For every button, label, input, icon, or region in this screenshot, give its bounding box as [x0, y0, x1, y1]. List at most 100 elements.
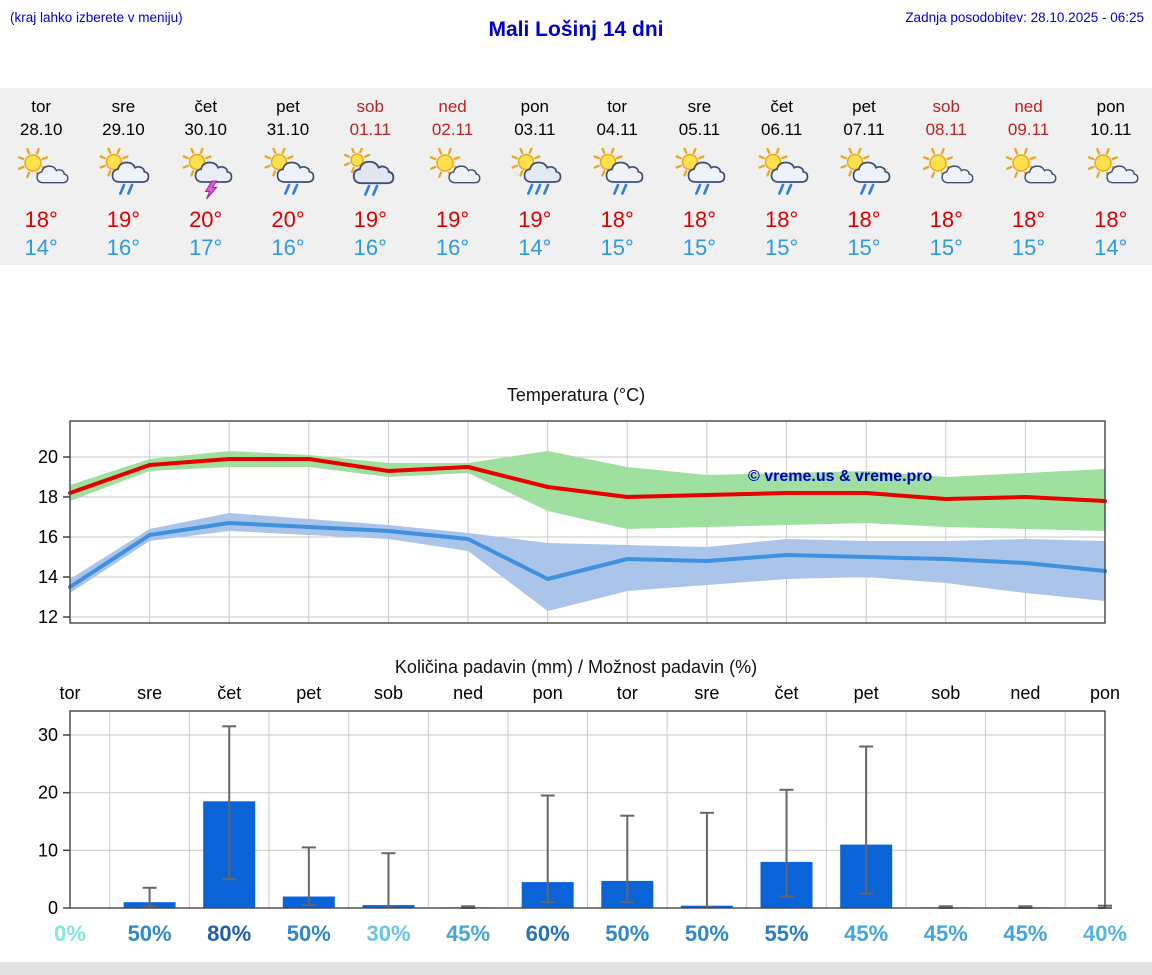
last-update-label: Zadnja posodobitev: 28.10.2025 - 06:25 [905, 10, 1144, 25]
watermark-link[interactable]: © vreme.us & vreme.pro [748, 468, 933, 485]
temp-ytick: 18 [38, 487, 58, 507]
header: (kraj lahko izberete v meniju) Mali Loši… [0, 0, 1152, 88]
day-name: pon [1096, 97, 1125, 116]
temp-ytick: 20 [38, 447, 58, 467]
day-date: 03.11 [514, 119, 556, 139]
sun-cloud-icon [923, 147, 974, 184]
day-date: 01.11 [349, 119, 391, 139]
temp-min: 17° [189, 235, 223, 261]
weather-icon-wrap [424, 147, 482, 202]
day-name: sob [932, 97, 960, 116]
precip-day-label: ned [453, 683, 483, 703]
precip-probability: 45% [1003, 921, 1047, 946]
temp-min: 15° [682, 235, 717, 261]
day-date: 31.10 [266, 119, 310, 139]
temp-min: 16° [106, 235, 141, 261]
temp-max: 18° [600, 206, 634, 232]
precip-day-label: sre [137, 683, 162, 703]
forecast-day-12: sob 08.11 18° 15° [905, 88, 987, 265]
temp-min: 15° [847, 235, 881, 261]
location-hint: (kraj lahko izberete v meniju) [10, 10, 183, 25]
day-date: 06.11 [761, 119, 803, 139]
precip-probability: 45% [924, 921, 968, 946]
temp-max: 18° [765, 206, 799, 232]
weather-icon-wrap [12, 147, 70, 202]
band-min-temperature [70, 513, 1105, 611]
temperature-chart-title: Temperatura (°C) [506, 385, 646, 405]
weather-icon-wrap [917, 147, 975, 202]
precip-probability: 0% [54, 921, 86, 946]
temp-ytick: 12 [38, 607, 58, 627]
sun-cloud-icon [429, 147, 480, 184]
temp-min: 15° [765, 235, 799, 261]
forecast-day-13: ned 09.11 18° 15° [987, 88, 1069, 265]
day-name: ned [438, 97, 467, 116]
precip-probability: 80% [207, 921, 251, 946]
precip-probability: 60% [526, 921, 570, 946]
day-date: 07.11 [843, 119, 885, 139]
weather-icon-wrap [94, 147, 152, 202]
forecast-day-6: ned 02.11 19° 16° [411, 88, 493, 265]
forecast-day-7: pon 03.11 19° 14° [494, 88, 576, 265]
sun-cloud-icon [1087, 147, 1139, 184]
day-date: 09.11 [1007, 119, 1050, 139]
weather-icon-wrap [588, 147, 646, 202]
forecast-day-9: sre 05.11 18° 15° [658, 88, 740, 265]
footer-bar [0, 962, 1152, 975]
weather-icon-wrap [1000, 147, 1058, 202]
sun-cloud-rain-icon [758, 147, 809, 195]
weather-icon-wrap [753, 147, 811, 202]
precip-ytick: 0 [48, 898, 58, 918]
temp-max: 18° [24, 206, 58, 232]
temp-min: 16° [435, 235, 470, 261]
weather-icon-wrap [259, 147, 317, 202]
temp-max: 18° [682, 206, 717, 232]
precipitation-chart: tor sre čet pet sob ned pon tor sre čet pet sob ned p… [38, 683, 1127, 946]
sun-cloud-icon [1005, 147, 1056, 184]
temp-max: 18° [1011, 206, 1046, 232]
precip-ytick: 30 [38, 725, 58, 745]
forecast-day-2: sre 29.10 19° 16° [82, 88, 164, 265]
temp-ytick: 14 [38, 567, 58, 587]
temp-max: 18° [847, 206, 881, 232]
temp-max: 19° [106, 206, 141, 232]
line-max-temperature [68, 457, 1107, 503]
line-min-temperature [68, 521, 1107, 589]
day-name: pon [520, 97, 550, 116]
sun-cloud-rain-icon [99, 147, 150, 195]
temp-max: 20° [189, 206, 223, 232]
precip-probability: 50% [685, 921, 729, 946]
precip-probability: 50% [605, 921, 649, 946]
day-date: 02.11 [431, 119, 474, 139]
day-date: 28.10 [19, 119, 63, 139]
forecast-day-3: čet 30.10 20° 17° [165, 88, 247, 265]
temp-min: 14° [24, 235, 58, 261]
sun-cloud-storm-icon [182, 147, 233, 200]
forecast-day-4: pet 31.10 20° 16° [247, 88, 329, 265]
precip-probability: 50% [128, 921, 172, 946]
precipitation-chart-title: Količina padavin (mm) / Možnost padavin … [394, 657, 758, 677]
day-name: sre [687, 97, 712, 116]
precip-day-label: čet [774, 683, 798, 703]
weather-icon-wrap [341, 147, 399, 202]
temp-min: 16° [271, 235, 305, 261]
day-date: 04.11 [596, 119, 638, 139]
temp-max: 19° [435, 206, 470, 232]
forecast-day-8: tor 04.11 18° 15° [576, 88, 658, 265]
precip-day-label: sob [931, 683, 960, 703]
sun-cloud-icon [18, 147, 69, 184]
precip-probability: 40% [1083, 921, 1127, 946]
day-date: 05.11 [678, 119, 721, 139]
forecast-day-1: tor 28.10 18° 14° [0, 88, 82, 265]
day-name: pet [276, 97, 300, 116]
temp-ytick: 16 [38, 527, 58, 547]
precip-day-label: sre [694, 683, 719, 703]
day-date: 29.10 [102, 119, 145, 139]
sun-cloud-rain-icon [840, 147, 891, 195]
temp-min: 15° [600, 235, 634, 261]
temp-max: 18° [929, 206, 963, 232]
temp-max: 20° [271, 206, 305, 232]
temp-min: 14° [1094, 235, 1128, 261]
spacer [0, 265, 1152, 385]
precip-day-label: ned [1010, 683, 1040, 703]
